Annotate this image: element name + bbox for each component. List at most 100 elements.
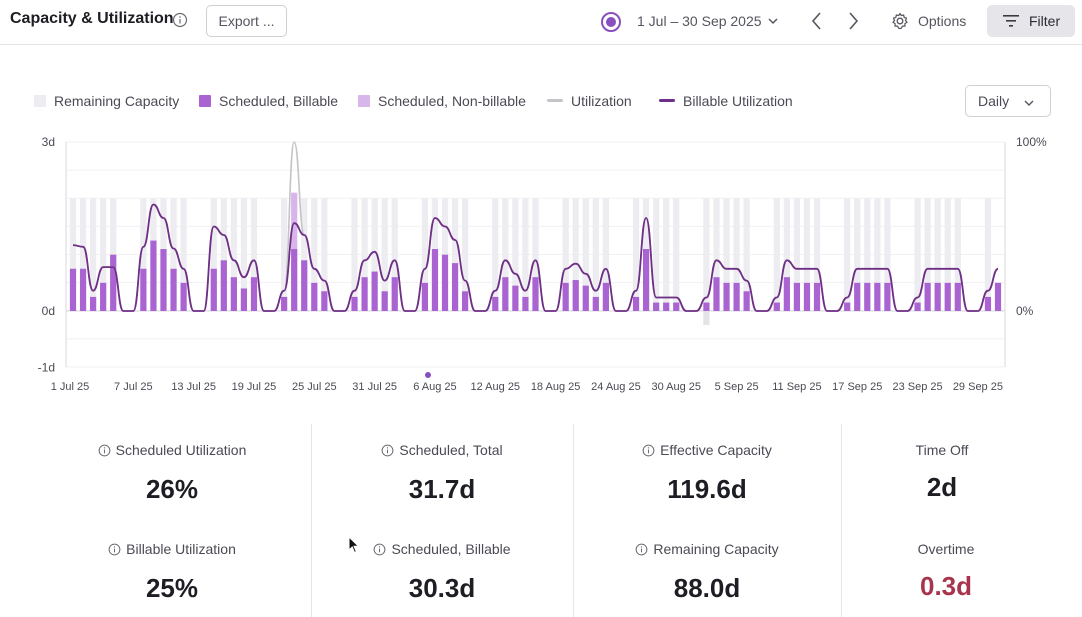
stat-label: Overtime xyxy=(917,541,975,557)
scheduled-billable-bar xyxy=(160,249,167,311)
date-status-indicator xyxy=(601,12,621,32)
info-icon[interactable] xyxy=(98,444,111,460)
stat-column-utilization: Scheduled Utilization 26% Billable Utili… xyxy=(40,424,310,617)
remaining-capacity-bar xyxy=(391,198,398,311)
info-icon[interactable] xyxy=(381,444,394,460)
scheduled-billable-bar xyxy=(532,277,539,311)
x-axis-tick-label: 23 Sep 25 xyxy=(892,381,942,393)
info-icon[interactable] xyxy=(172,12,188,33)
remaining-capacity-bar xyxy=(632,198,640,311)
remaining-capacity-bar xyxy=(240,198,248,311)
remaining-capacity-bar xyxy=(311,198,318,311)
stat-column-capacity: Effective Capacity 119.6d Remaining Capa… xyxy=(574,424,841,617)
chart-canvas: 3d 0d -1d 100% 0% 1 Jul 25 7 Jul 25 13 Jul 25 19… xyxy=(38,135,1047,393)
remaining-capacity-bar xyxy=(351,198,358,311)
scheduled-billable-bar xyxy=(874,282,881,311)
x-axis-tick-label: 25 Jul 25 xyxy=(292,381,337,393)
x-axis-tick-label: 6 Aug 25 xyxy=(413,381,456,393)
date-range-picker[interactable]: 1 Jul – 30 Sep 2025 xyxy=(637,13,762,29)
remaining-capacity-bar xyxy=(562,198,569,311)
remaining-capacity-bar xyxy=(371,198,378,311)
remaining-capacity-bar xyxy=(301,198,308,311)
column-divider xyxy=(311,424,312,617)
scheduled-billable-bar xyxy=(723,282,730,311)
scheduled-billable-bar xyxy=(773,302,780,311)
info-icon[interactable] xyxy=(642,444,655,460)
info-icon[interactable] xyxy=(108,543,121,559)
scheduled-billable-bar xyxy=(301,260,308,311)
remaining-capacity-bar xyxy=(944,198,951,311)
scheduled-billable-bar xyxy=(150,240,157,311)
scheduled-billable-bar xyxy=(642,249,650,311)
scheduled-billable-bar xyxy=(69,268,77,311)
legend-swatch xyxy=(358,95,370,107)
scheduled-billable-bar xyxy=(582,285,589,311)
scheduled-billable-bar xyxy=(713,277,720,311)
remaining-capacity-bar xyxy=(451,198,459,311)
scheduled-billable-bar xyxy=(441,254,449,311)
remaining-capacity-bar xyxy=(803,198,811,311)
scheduled-billable-bar xyxy=(79,268,87,311)
info-icon[interactable] xyxy=(373,543,386,559)
y-axis-left-tick-label: 0d xyxy=(42,304,55,318)
stat-label: Time Off xyxy=(915,442,969,458)
scheduled-billable-bar xyxy=(512,285,519,311)
stat-value: 31.7d xyxy=(408,474,476,504)
info-icon[interactable] xyxy=(635,543,648,559)
scheduled-billable-bar xyxy=(230,277,237,311)
remaining-capacity-bar xyxy=(934,198,941,311)
scheduled-billable-bar xyxy=(924,282,931,311)
scheduled-billable-bar xyxy=(783,277,790,311)
scheduled-billable-bar xyxy=(100,282,107,311)
filter-icon xyxy=(1003,14,1019,33)
remaining-capacity-bar xyxy=(170,198,177,311)
chevron-down-icon[interactable] xyxy=(766,14,780,33)
legend-swatch xyxy=(34,95,46,107)
remaining-capacity-bar xyxy=(69,198,77,311)
remaining-capacity-bar xyxy=(582,198,589,311)
remaining-capacity-bar xyxy=(874,198,881,311)
remaining-capacity-bar xyxy=(180,198,187,311)
scheduled-billable-bar xyxy=(884,282,891,311)
remaining-capacity-bar xyxy=(924,198,931,311)
stat-label: Remaining Capacity xyxy=(653,541,779,557)
remaining-capacity-bar xyxy=(281,198,288,311)
y-axis-right-tick-label: 100% xyxy=(1016,135,1047,149)
remaining-capacity-bar xyxy=(220,198,227,311)
stat-effective-capacity: Effective Capacity 119.6d xyxy=(577,442,837,505)
scheduled-billable-bar xyxy=(502,277,509,311)
stat-column-time: Time Off 2d Overtime 0.3d xyxy=(842,424,1042,617)
remaining-capacity-bar xyxy=(421,198,429,311)
chevron-down-icon xyxy=(1023,96,1035,114)
scheduled-billable-bar xyxy=(281,296,288,311)
x-axis-tick-label: 29 Sep 25 xyxy=(953,381,1003,393)
scheduled-billable-bar xyxy=(602,282,609,311)
next-period-button[interactable] xyxy=(844,10,862,32)
stat-value: 88.0d xyxy=(673,573,741,603)
remaining-capacity-bar xyxy=(79,198,87,311)
x-axis-tick-label: 13 Jul 25 xyxy=(171,381,216,393)
remaining-capacity-bar xyxy=(783,198,790,311)
top-bar: Capacity & Utilization Export ... 1 Jul … xyxy=(0,0,1082,45)
remaining-capacity-bar xyxy=(502,198,509,311)
scheduled-billable-bar xyxy=(984,296,992,311)
x-axis-tick-label: 19 Jul 25 xyxy=(232,381,277,393)
y-axis-left-tick-label: -1d xyxy=(38,360,55,374)
scheduled-billable-bar xyxy=(361,277,368,311)
previous-period-button[interactable] xyxy=(808,10,826,32)
granularity-select[interactable]: Daily xyxy=(965,85,1051,117)
filter-button[interactable]: Filter xyxy=(987,5,1075,37)
scheduled-billable-bar xyxy=(522,296,529,311)
x-axis-tick-label: 1 Jul 25 xyxy=(51,381,90,393)
stat-value: 119.6d xyxy=(667,474,747,504)
scheduled-billable-bar xyxy=(492,296,499,311)
scheduled-billable-bar xyxy=(371,271,378,311)
x-axis-tick-label: 18 Aug 25 xyxy=(531,381,581,393)
remaining-capacity-bar xyxy=(100,198,107,311)
stat-value: 2d xyxy=(926,472,958,502)
remaining-capacity-bar xyxy=(572,198,579,311)
export-button[interactable]: Export ... xyxy=(206,5,287,37)
remaining-capacity-bar xyxy=(914,198,921,311)
overtime-marker-bar xyxy=(703,311,710,325)
remaining-capacity-bar xyxy=(462,198,469,311)
